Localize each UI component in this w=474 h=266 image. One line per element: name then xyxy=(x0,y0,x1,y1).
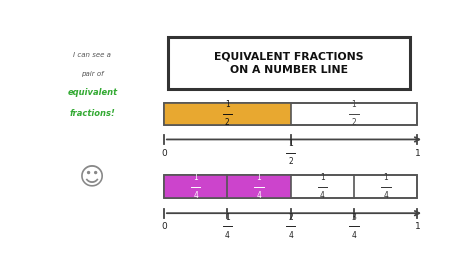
Text: 0: 0 xyxy=(161,222,167,231)
Text: fractions!: fractions! xyxy=(69,109,115,118)
Text: 1: 1 xyxy=(352,100,356,109)
Text: 4: 4 xyxy=(256,191,262,200)
Text: 1: 1 xyxy=(320,173,325,182)
Text: 4: 4 xyxy=(320,191,325,200)
Text: 1: 1 xyxy=(415,149,420,158)
Text: 1: 1 xyxy=(415,222,420,231)
Text: pair of: pair of xyxy=(81,71,104,77)
Text: 4: 4 xyxy=(288,231,293,240)
Text: 1: 1 xyxy=(225,213,230,222)
Bar xyxy=(164,103,418,125)
Text: EQUIVALENT FRACTIONS
ON A NUMBER LINE: EQUIVALENT FRACTIONS ON A NUMBER LINE xyxy=(214,51,364,75)
Text: 1: 1 xyxy=(383,173,388,182)
Text: 2: 2 xyxy=(288,157,293,166)
Text: 1: 1 xyxy=(288,139,293,148)
Bar xyxy=(164,175,418,198)
Text: 4: 4 xyxy=(225,231,230,240)
Bar xyxy=(164,103,418,125)
Text: 1: 1 xyxy=(193,173,198,182)
Text: 2: 2 xyxy=(352,118,356,127)
Bar xyxy=(164,103,291,125)
Bar xyxy=(164,175,291,198)
Text: 2: 2 xyxy=(288,213,293,222)
Text: 4: 4 xyxy=(193,191,198,200)
Text: 2: 2 xyxy=(225,118,230,127)
Bar xyxy=(164,175,418,198)
Text: 4: 4 xyxy=(383,191,388,200)
Text: I can see a: I can see a xyxy=(73,52,111,59)
Bar xyxy=(168,37,410,89)
Text: 4: 4 xyxy=(352,231,356,240)
Text: 0: 0 xyxy=(161,149,167,158)
Text: 1: 1 xyxy=(225,100,230,109)
Text: 1: 1 xyxy=(256,173,261,182)
Text: 3: 3 xyxy=(352,213,356,222)
Text: equivalent: equivalent xyxy=(67,88,118,97)
Text: ☺: ☺ xyxy=(79,165,105,189)
